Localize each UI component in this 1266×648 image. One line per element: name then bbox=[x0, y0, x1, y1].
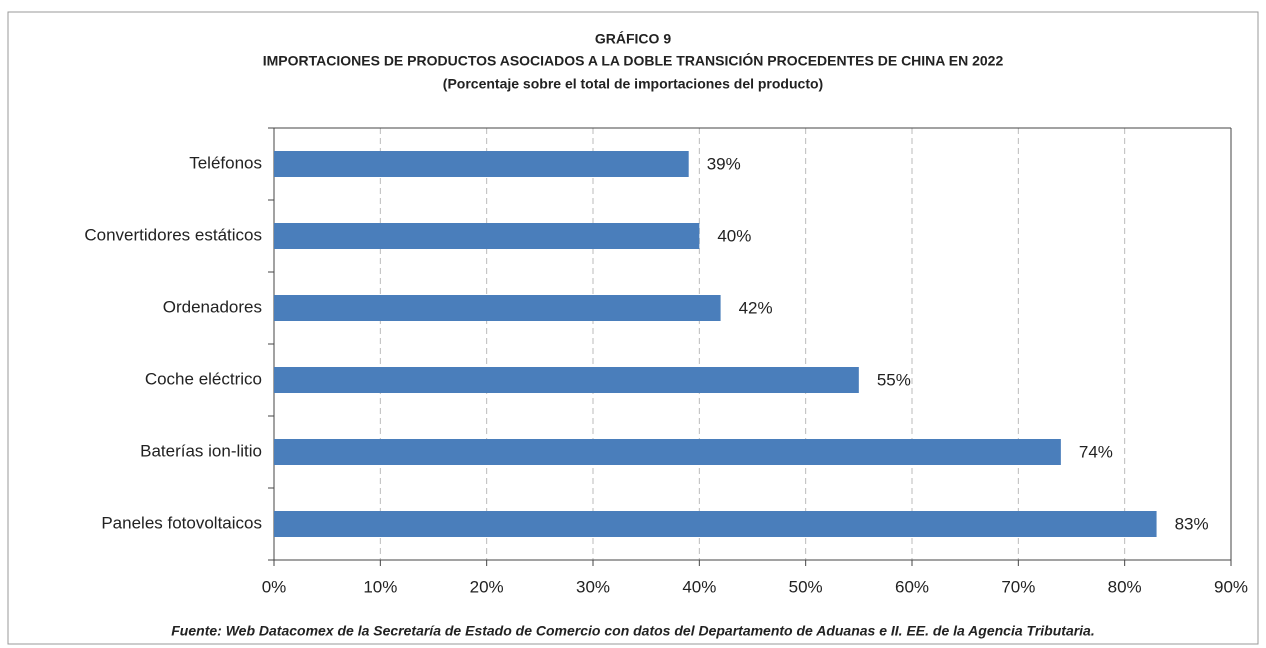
frame bbox=[7, 11, 1259, 645]
y-tick-label: Teléfonos bbox=[189, 153, 262, 172]
value-label: 39% bbox=[707, 154, 741, 173]
source: Fuente: Web Datacomex de la Secretaría d… bbox=[171, 623, 1095, 639]
x-tick-label: 90% bbox=[1214, 577, 1248, 596]
chart-title: GRÁFICO 9 bbox=[595, 31, 671, 47]
bar bbox=[274, 295, 721, 321]
bar bbox=[274, 511, 1157, 537]
y-tick-label: Ordenadores bbox=[163, 297, 262, 316]
value-label: 42% bbox=[739, 298, 773, 317]
x-tick-label: 80% bbox=[1108, 577, 1142, 596]
bar bbox=[274, 223, 700, 249]
x-tick-label: 40% bbox=[682, 577, 716, 596]
value-label: 74% bbox=[1079, 442, 1113, 461]
x-tick-label: 0% bbox=[262, 577, 287, 596]
y-tick-label: Coche eléctrico bbox=[145, 369, 262, 388]
x-tick-label: 60% bbox=[895, 577, 929, 596]
y-tick-label: Convertidores estáticos bbox=[84, 225, 262, 244]
value-label: 83% bbox=[1175, 514, 1209, 533]
bar bbox=[274, 439, 1061, 465]
value-label: 55% bbox=[877, 370, 911, 389]
bar bbox=[274, 151, 689, 177]
y-tick-label: Paneles fotovoltaicos bbox=[101, 513, 262, 532]
x-tick-label: 70% bbox=[1001, 577, 1035, 596]
bar bbox=[274, 367, 859, 393]
x-tick-label: 20% bbox=[470, 577, 504, 596]
chart-subtitle: IMPORTACIONES DE PRODUCTOS ASOCIADOS A L… bbox=[263, 52, 1004, 69]
x-tick-label: 50% bbox=[789, 577, 823, 596]
x-tick-label: 10% bbox=[363, 577, 397, 596]
x-tick-label: 30% bbox=[576, 577, 610, 596]
value-label: 40% bbox=[717, 226, 751, 245]
chart-note: (Porcentaje sobre el total de importacio… bbox=[443, 76, 823, 92]
y-tick-label: Baterías ion-litio bbox=[140, 441, 262, 460]
